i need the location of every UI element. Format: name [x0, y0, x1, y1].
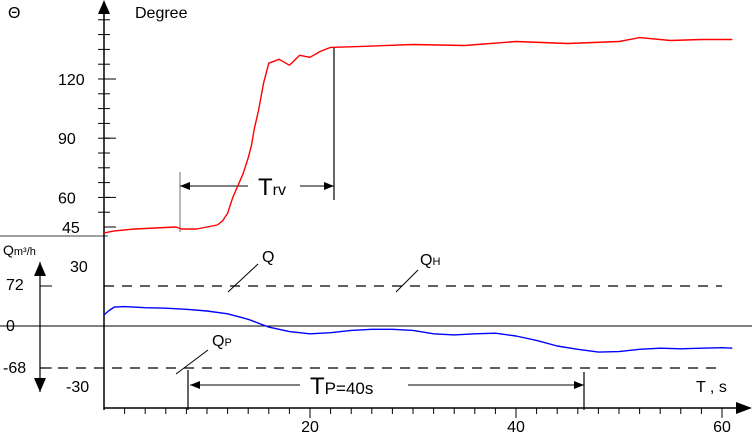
- theta-tick-label: 45: [62, 220, 80, 237]
- inner-tick-label-30: 30: [70, 259, 88, 276]
- inner-tick-label-minus30: -30: [66, 379, 89, 396]
- q-curve-label: Q: [262, 249, 274, 266]
- qp-label: QP: [212, 333, 232, 350]
- time-tick-label: 40: [507, 419, 525, 434]
- theta-tick-label: 90: [58, 131, 76, 148]
- theta-tick-label: 60: [58, 190, 76, 207]
- qh-leader: [395, 269, 419, 293]
- tp-label: TP=40s: [310, 373, 373, 400]
- series-line-q: [103, 305, 733, 353]
- time-ticks: 20 40 60: [124, 408, 731, 434]
- theta-axis-arrowhead: [98, 0, 110, 14]
- flow-tick-label-0: 0: [6, 318, 15, 335]
- theta-axis-symbol: Θ: [8, 5, 20, 22]
- flow-axis-arrowhead-down: [34, 378, 46, 392]
- trv-label: Trv: [258, 174, 286, 201]
- theta-axis-label: Degree: [135, 5, 188, 22]
- flow-tick-label-72: 72: [6, 277, 24, 294]
- series-layer: [103, 36, 733, 353]
- theta-tick-label: 120: [58, 72, 85, 89]
- series-line-theta: [103, 36, 733, 234]
- time-axis-arrowhead: [736, 402, 752, 414]
- time-tick-label: 60: [713, 419, 731, 434]
- time-tick-label: 20: [301, 419, 319, 434]
- flow-axis-arrowhead-up: [34, 262, 46, 276]
- theta-ticks: 45 60 90 120: [58, 19, 116, 237]
- flow-tick-label-minus68: -68: [3, 360, 26, 377]
- qp-leader: [175, 349, 209, 375]
- flow-axis-label: Qm³/h: [3, 242, 36, 258]
- q-curve-leader: [227, 263, 259, 293]
- time-axis-label: T , s: [696, 379, 727, 396]
- qh-label: QH: [420, 252, 440, 269]
